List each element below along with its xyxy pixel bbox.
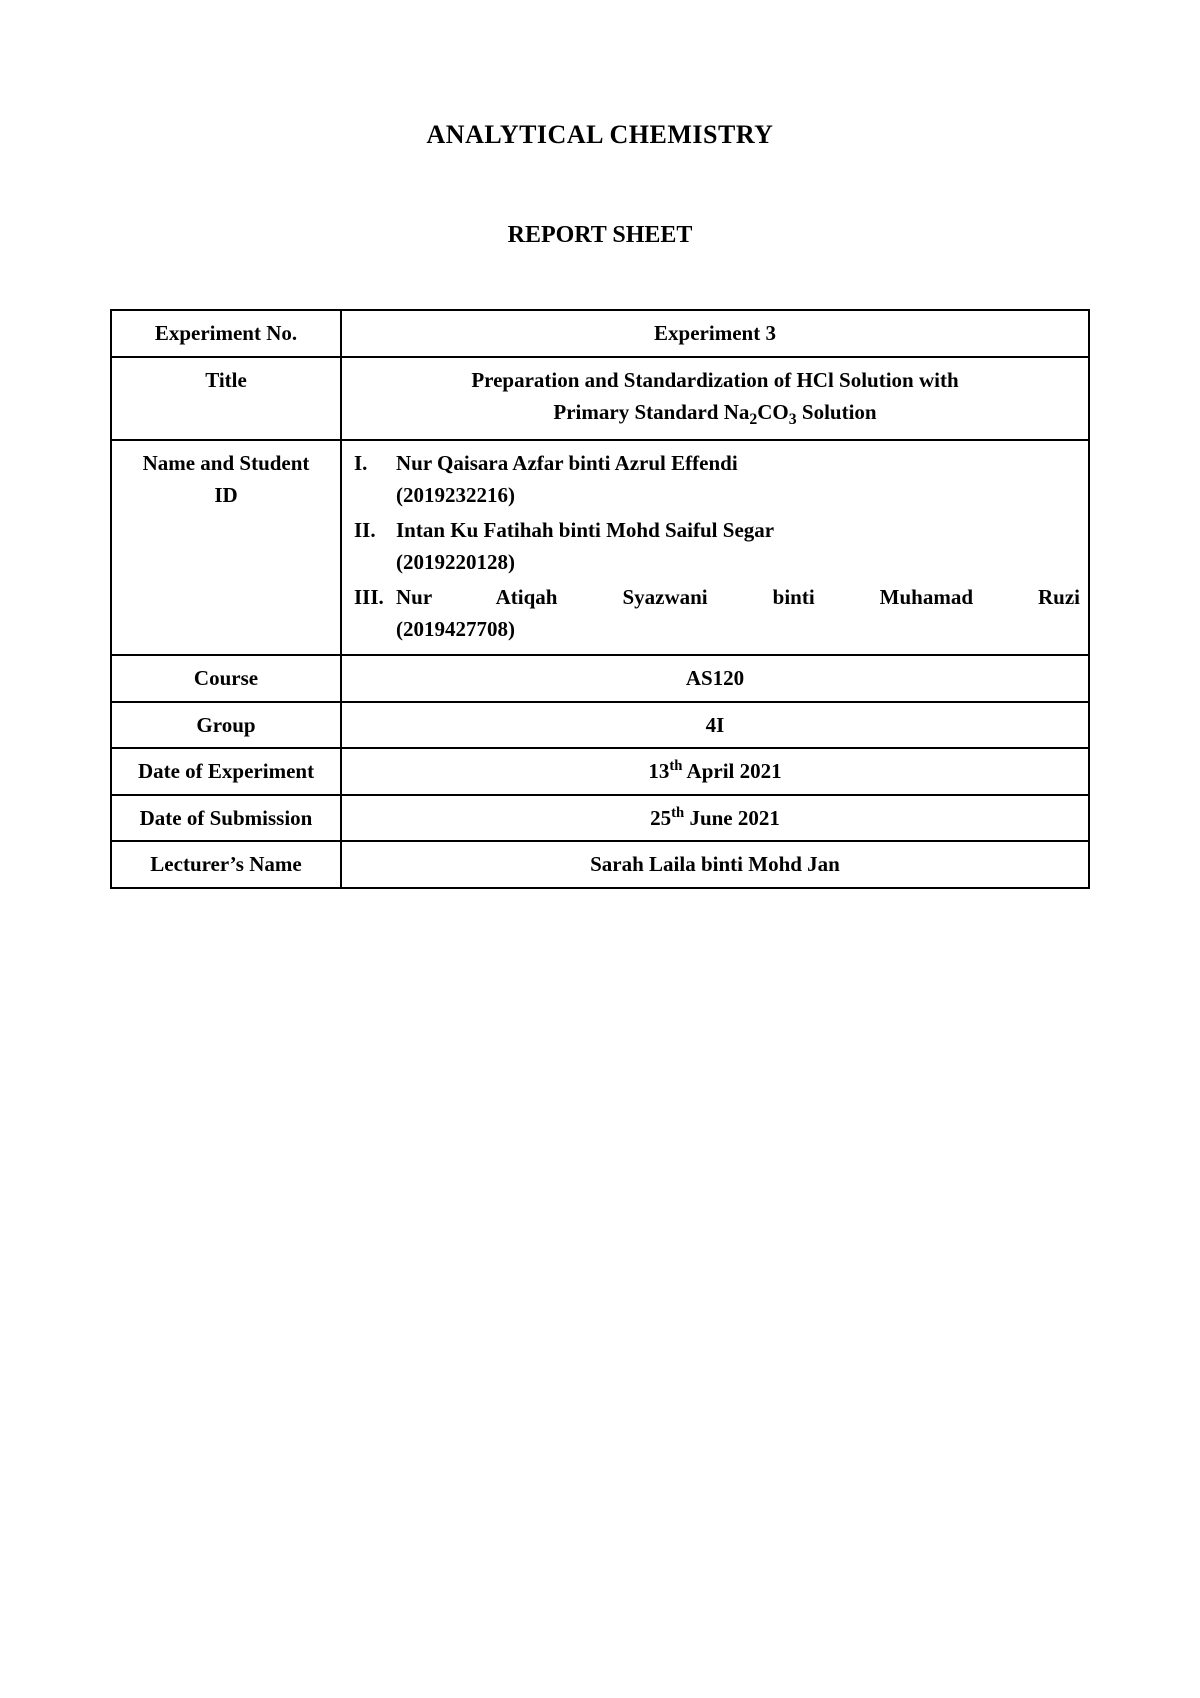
label-course: Course	[111, 655, 341, 702]
student-name: Nur Qaisara Azfar binti Azrul Effendi	[396, 451, 738, 475]
student-id: (2019220128)	[396, 546, 1080, 579]
date-exp-suffix: th	[669, 758, 682, 774]
label-lecturer: Lecturer’s Name	[111, 841, 341, 888]
student-ordinal: II.	[350, 514, 396, 547]
main-heading: ANALYTICAL CHEMISTRY	[110, 120, 1090, 150]
student-ordinal: I.	[350, 447, 396, 480]
date-exp-rest: April 2021	[682, 759, 781, 783]
row-experiment-no: Experiment No. Experiment 3	[111, 310, 1089, 357]
title-line2: Primary Standard Na2CO3 Solution	[553, 400, 876, 424]
report-table: Experiment No. Experiment 3 Title Prepar…	[110, 309, 1090, 889]
date-sub-suffix: th	[671, 805, 684, 821]
label-title: Title	[111, 357, 341, 440]
title-line1: Preparation and Standardization of HCl S…	[471, 368, 958, 392]
student-ordinal: III.	[350, 581, 396, 614]
row-date-experiment: Date of Experiment 13th April 2021	[111, 748, 1089, 795]
value-group: 4I	[341, 702, 1089, 749]
row-lecturer: Lecturer’s Name Sarah Laila binti Mohd J…	[111, 841, 1089, 888]
value-date-experiment: 13th April 2021	[341, 748, 1089, 795]
student-entry: III.Nur Atiqah Syazwani binti Muhamad Ru…	[350, 581, 1080, 646]
row-date-submission: Date of Submission 25th June 2021	[111, 795, 1089, 842]
title-chem-pre: Primary Standard Na	[553, 400, 749, 424]
report-page: ANALYTICAL CHEMISTRY REPORT SHEET Experi…	[0, 0, 1200, 889]
value-students: I.Nur Qaisara Azfar binti Azrul Effendi (…	[341, 440, 1089, 655]
date-exp-day: 13	[648, 759, 669, 783]
value-experiment-no: Experiment 3	[341, 310, 1089, 357]
sub-heading: REPORT SHEET	[110, 222, 1090, 249]
student-text: Nur Qaisara Azfar binti Azrul Effendi (20…	[396, 447, 1080, 512]
label-group: Group	[111, 702, 341, 749]
label-students-line1: Name and Student	[143, 451, 310, 475]
value-date-submission: 25th June 2021	[341, 795, 1089, 842]
value-title: Preparation and Standardization of HCl S…	[341, 357, 1089, 440]
date-sub-rest: June 2021	[684, 806, 780, 830]
student-entry: I.Nur Qaisara Azfar binti Azrul Effendi (…	[350, 447, 1080, 512]
title-chem-post: Solution	[797, 400, 877, 424]
title-chem-mid: CO	[757, 400, 789, 424]
date-sub-day: 25	[650, 806, 671, 830]
student-id: (2019427708)	[396, 613, 1080, 646]
student-name: Intan Ku Fatihah binti Mohd Saiful Segar	[396, 518, 774, 542]
row-students: Name and Student ID I.Nur Qaisara Azfar …	[111, 440, 1089, 655]
value-lecturer: Sarah Laila binti Mohd Jan	[341, 841, 1089, 888]
student-text: Intan Ku Fatihah binti Mohd Saiful Segar…	[396, 514, 1080, 579]
row-course: Course AS120	[111, 655, 1089, 702]
label-students: Name and Student ID	[111, 440, 341, 655]
title-chem-sub2: 3	[789, 411, 797, 428]
value-course: AS120	[341, 655, 1089, 702]
student-entry: II.Intan Ku Fatihah binti Mohd Saiful Se…	[350, 514, 1080, 579]
row-group: Group 4I	[111, 702, 1089, 749]
student-id: (2019232216)	[396, 479, 1080, 512]
row-title: Title Preparation and Standardization of…	[111, 357, 1089, 440]
label-experiment-no: Experiment No.	[111, 310, 341, 357]
student-text: Nur Atiqah Syazwani binti Muhamad Ruzi (2…	[396, 581, 1080, 646]
label-date-experiment: Date of Experiment	[111, 748, 341, 795]
label-students-line2: ID	[214, 483, 237, 507]
label-date-submission: Date of Submission	[111, 795, 341, 842]
student-name: Nur Atiqah Syazwani binti Muhamad Ruzi	[396, 585, 1080, 609]
